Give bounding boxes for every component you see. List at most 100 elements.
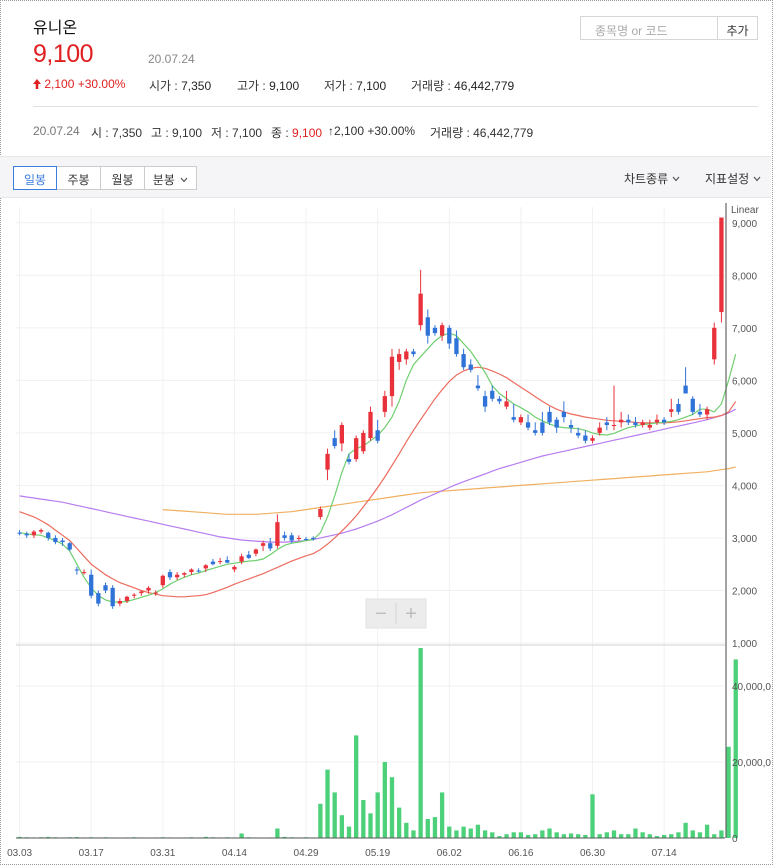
candle — [533, 422, 538, 436]
candle — [511, 403, 516, 423]
candle — [232, 565, 237, 573]
candle — [124, 595, 130, 604]
candle — [160, 574, 165, 588]
candle — [576, 427, 581, 439]
candle-body — [432, 327, 438, 334]
indicator-settings-menu[interactable]: 지표설정 — [705, 170, 761, 187]
candle — [525, 414, 531, 431]
open-price-stat: 시가 : 7,350 — [149, 79, 212, 93]
candle-body — [339, 425, 345, 444]
add-button[interactable]: 추가 — [718, 16, 758, 40]
candle — [153, 590, 158, 596]
candle — [439, 322, 445, 341]
candle — [139, 590, 144, 596]
candle-body — [146, 587, 151, 591]
candle-body — [246, 554, 251, 558]
candle-body — [24, 533, 29, 536]
price-tick-label: 9,000 — [732, 219, 757, 230]
volume-bar — [576, 834, 581, 838]
candle-body — [289, 535, 294, 541]
summary-date: 20.07.24 — [33, 124, 80, 138]
candle — [490, 385, 495, 402]
up-arrow-icon — [33, 79, 41, 89]
candle-body — [697, 411, 703, 415]
candle — [311, 536, 316, 541]
tab-weekly[interactable]: 주봉 — [57, 166, 101, 190]
candle-body — [626, 419, 631, 423]
volume-bar — [633, 828, 638, 838]
candle — [590, 435, 595, 444]
candle-body — [174, 574, 180, 578]
zoom-out-button[interactable]: − — [375, 603, 387, 625]
candle-body — [640, 422, 645, 425]
candle-body — [382, 396, 387, 412]
volume-bar — [554, 832, 559, 838]
candle-body — [518, 417, 524, 423]
zoom-in-button[interactable]: + — [405, 603, 417, 625]
candle-body — [475, 385, 481, 389]
candle-body — [167, 572, 173, 578]
candle-body — [139, 591, 144, 594]
candle-body — [53, 537, 58, 543]
volume-bar — [432, 817, 438, 838]
chart-type-menu[interactable]: 차트종류 — [624, 170, 680, 187]
chart-axes: 9,000 8,000 7,000 6,000 5,000 4,000 3,000 2,000… — [7, 203, 771, 859]
date-tick-label: 04.14 — [222, 848, 247, 859]
price-tick-label: 3,000 — [732, 534, 757, 545]
candle — [382, 390, 387, 418]
stock-name: 유니온 — [33, 20, 78, 37]
candle — [239, 553, 244, 565]
volume-bar — [611, 830, 617, 838]
volume-bar — [583, 834, 588, 838]
candle — [568, 419, 574, 433]
candle — [346, 453, 352, 465]
candle — [432, 325, 438, 336]
volume-stat: 거래량 : 46,442,779 — [411, 79, 515, 93]
date-tick-label: 07.14 — [652, 848, 677, 859]
date-tick-label: 06.30 — [580, 848, 605, 859]
stock-search-input[interactable]: 종목명 or 코드 — [580, 16, 718, 40]
candle — [640, 419, 645, 428]
candle-body — [661, 419, 667, 423]
volume-bar — [382, 762, 387, 838]
candle — [46, 531, 51, 541]
candle — [368, 406, 373, 441]
candle — [325, 448, 330, 481]
high-price-stat: 고가 : 9,100 — [237, 79, 300, 93]
candle — [110, 585, 115, 609]
candle-body — [253, 549, 259, 554]
tab-monthly[interactable]: 월봉 — [101, 166, 145, 190]
candle — [475, 375, 481, 391]
candle-body — [425, 317, 430, 336]
candle-body — [103, 585, 108, 591]
candle-body — [611, 425, 617, 426]
candle — [704, 406, 710, 420]
candle-body — [712, 327, 717, 360]
candle-body — [411, 351, 416, 355]
tab-minute[interactable]: 분봉 — [145, 166, 197, 190]
candle — [96, 590, 101, 607]
candle — [132, 593, 137, 599]
candle-body — [497, 398, 502, 402]
volume-bar — [461, 826, 466, 838]
candle — [454, 330, 459, 357]
candle-body — [389, 356, 395, 397]
candle-body — [654, 419, 660, 423]
candle-body — [583, 435, 588, 441]
candle — [253, 548, 259, 557]
candle-body — [282, 535, 287, 538]
candle — [81, 569, 87, 575]
candle — [174, 572, 180, 580]
candle — [619, 411, 624, 428]
candle — [611, 385, 617, 431]
candle — [683, 367, 688, 394]
divider — [33, 106, 758, 107]
candle — [669, 398, 674, 418]
stock-chart[interactable]: 9,000 8,000 7,000 6,000 5,000 4,000 3,000 2,000… — [0, 197, 771, 863]
tab-daily[interactable]: 일봉 — [13, 166, 57, 190]
candle-body — [268, 543, 273, 549]
volume-bar — [239, 833, 244, 838]
candle — [661, 417, 667, 425]
summary-low: 저 : 7,100 — [211, 126, 263, 140]
candle — [633, 417, 638, 428]
